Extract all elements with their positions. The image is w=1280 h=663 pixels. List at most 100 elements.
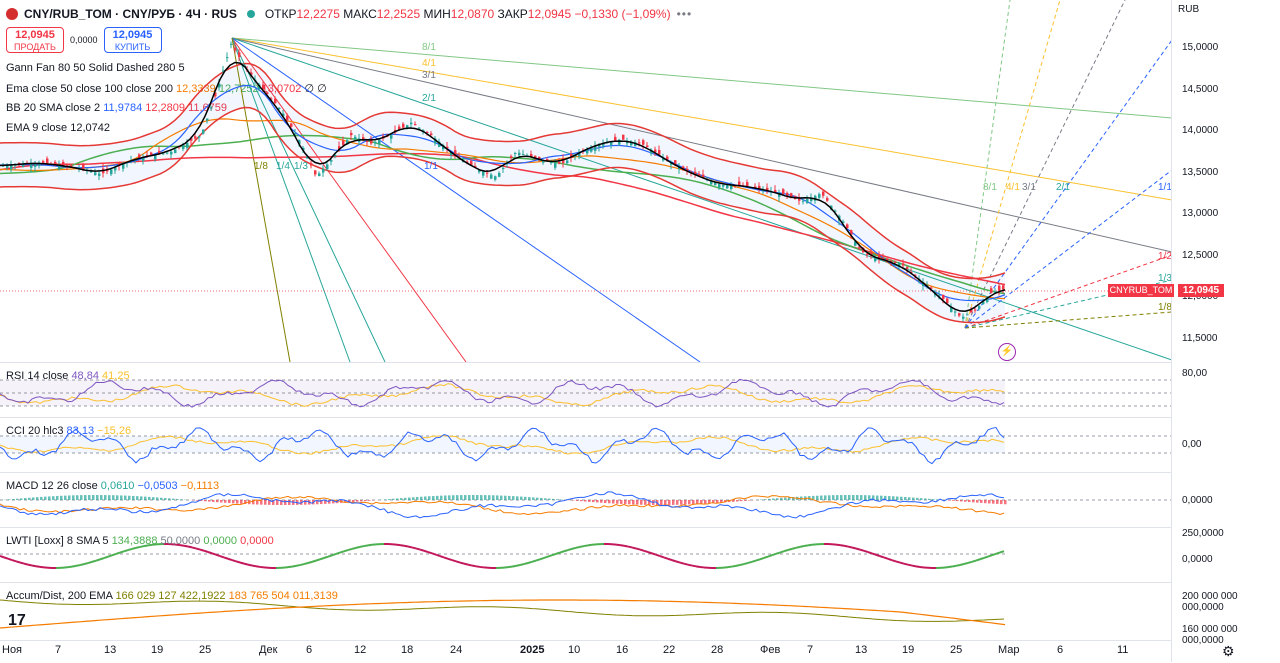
candle-body xyxy=(46,159,49,164)
candle-body xyxy=(374,142,377,144)
macd-histogram-bar xyxy=(904,497,907,500)
last-price-label: 12,0945 xyxy=(1178,284,1224,297)
lwti-line-segment xyxy=(740,564,744,565)
pane-divider[interactable] xyxy=(0,417,1172,418)
candle-body xyxy=(182,145,185,149)
macd-histogram-bar xyxy=(784,498,787,500)
macd-histogram-bar xyxy=(68,495,71,500)
macd-histogram-bar xyxy=(20,498,23,500)
macd-histogram-bar xyxy=(928,499,931,500)
pane-divider[interactable] xyxy=(0,582,1172,583)
lwti-line-segment xyxy=(320,558,324,559)
candle-body xyxy=(406,125,409,128)
lwti-line-segment xyxy=(664,557,668,558)
candle-body xyxy=(658,150,661,155)
lwti-line-segment xyxy=(676,561,680,562)
gann-right-8-1: 8/1 xyxy=(983,182,997,193)
macd-histogram-bar xyxy=(640,500,643,505)
lwti-line-segment xyxy=(192,547,196,548)
time-axis[interactable] xyxy=(0,640,1172,663)
gann-right-3-1: 3/1 xyxy=(1022,182,1036,193)
macd-histogram-bar xyxy=(988,500,991,503)
lwti-line-segment xyxy=(588,545,592,546)
lwti-line-segment xyxy=(472,566,476,567)
candle-body xyxy=(518,153,521,155)
macd-histogram-bar xyxy=(888,496,891,500)
macd-histogram-bar xyxy=(120,495,123,500)
macd-histogram-bar xyxy=(196,500,199,501)
candle-body xyxy=(210,107,213,108)
lwti-line-segment xyxy=(512,566,516,567)
legend-rsi[interactable]: RSI 14 close 48,84 41,25 xyxy=(6,370,130,382)
macd-histogram-bar xyxy=(1000,500,1003,504)
lwti-line-segment xyxy=(432,553,436,554)
time-axis-tick: 28 xyxy=(711,644,723,656)
lwti-line-segment xyxy=(956,565,960,566)
lwti-line-segment xyxy=(216,555,220,556)
macd-histogram-bar xyxy=(224,500,227,503)
candle-body xyxy=(402,124,405,128)
macd-histogram-bar xyxy=(980,500,983,503)
gann-right-4-1: 4/1 xyxy=(1006,182,1020,193)
candle-body xyxy=(554,163,557,168)
legend-macd[interactable]: MACD 12 26 close 0,0610 −0,0503 −0,1113 xyxy=(6,480,219,492)
lwti-line-segment xyxy=(752,561,756,562)
legend-ad[interactable]: Accum/Dist, 200 EMA 166 029 127 422,1922… xyxy=(6,590,338,602)
macd-histogram-bar xyxy=(172,499,175,500)
candle-body xyxy=(510,156,513,158)
pane-divider[interactable] xyxy=(0,362,1172,363)
lwti-line-segment xyxy=(976,559,980,560)
lwti-line-segment xyxy=(132,548,136,549)
legend-cci[interactable]: CCI 20 hlc3 83,13 −15,26 xyxy=(6,425,131,437)
time-axis-tick: 7 xyxy=(55,644,61,656)
macd-histogram-bar xyxy=(740,500,743,501)
settings-gear-icon[interactable]: ⚙ xyxy=(1222,643,1235,660)
lwti-line-segment xyxy=(292,566,296,567)
macd-histogram-bar xyxy=(276,500,279,505)
lwti-line-segment xyxy=(668,559,672,560)
macd-histogram-bar xyxy=(504,496,507,500)
lwti-line-segment xyxy=(324,557,328,558)
macd-histogram-bar xyxy=(984,500,987,503)
macd-histogram-bar xyxy=(88,495,91,500)
price-axis-tick: 15,0000 xyxy=(1182,42,1218,53)
lwti-line-segment xyxy=(396,545,400,546)
macd-histogram-bar xyxy=(168,498,171,500)
time-axis-tick: 25 xyxy=(199,644,211,656)
lwti-line-segment xyxy=(764,557,768,558)
macd-histogram-bar xyxy=(476,495,479,500)
lwti-line-segment xyxy=(424,551,428,552)
macd-histogram-bar xyxy=(452,495,455,500)
pane-divider[interactable] xyxy=(0,527,1172,528)
time-axis-tick: 10 xyxy=(568,644,580,656)
macd-histogram-bar xyxy=(56,496,59,500)
rsi-legend-text: RSI 14 close xyxy=(6,370,68,382)
macd-histogram-bar xyxy=(620,500,623,504)
macd-histogram-bar xyxy=(240,500,243,504)
macd-histogram-bar xyxy=(408,498,411,500)
tradingview-logo[interactable]: 17 xyxy=(8,612,26,630)
macd-histogram-bar xyxy=(16,499,19,500)
lwti-line-segment xyxy=(364,545,368,546)
macd-histogram-bar xyxy=(208,500,211,502)
legend-lwti[interactable]: LWTI [Loxx] 8 SMA 5 134,3888 50,0000 0,0… xyxy=(6,535,274,547)
macd-histogram-bar xyxy=(844,495,847,500)
pane-divider[interactable] xyxy=(0,472,1172,473)
lwti-line-segment xyxy=(456,561,460,562)
macd-histogram-bar xyxy=(528,497,531,500)
macd-histogram-bar xyxy=(392,499,395,500)
macd-histogram-bar xyxy=(24,498,27,500)
candle-body xyxy=(550,162,553,163)
macd-histogram-bar xyxy=(468,495,471,500)
lwti-line-segment xyxy=(92,561,96,562)
lwti-line-segment xyxy=(520,564,524,565)
lightning-icon[interactable]: ⚡ xyxy=(998,343,1016,361)
candle-body xyxy=(858,247,861,248)
macd-histogram-bar xyxy=(484,495,487,500)
macd-histogram-bar xyxy=(644,500,647,505)
candle-body xyxy=(166,153,169,154)
currency-label[interactable]: RUB xyxy=(1178,4,1199,15)
lwti-v4: 0,0000 xyxy=(240,535,274,547)
time-axis-tick: 22 xyxy=(663,644,675,656)
candle-body xyxy=(486,173,489,174)
